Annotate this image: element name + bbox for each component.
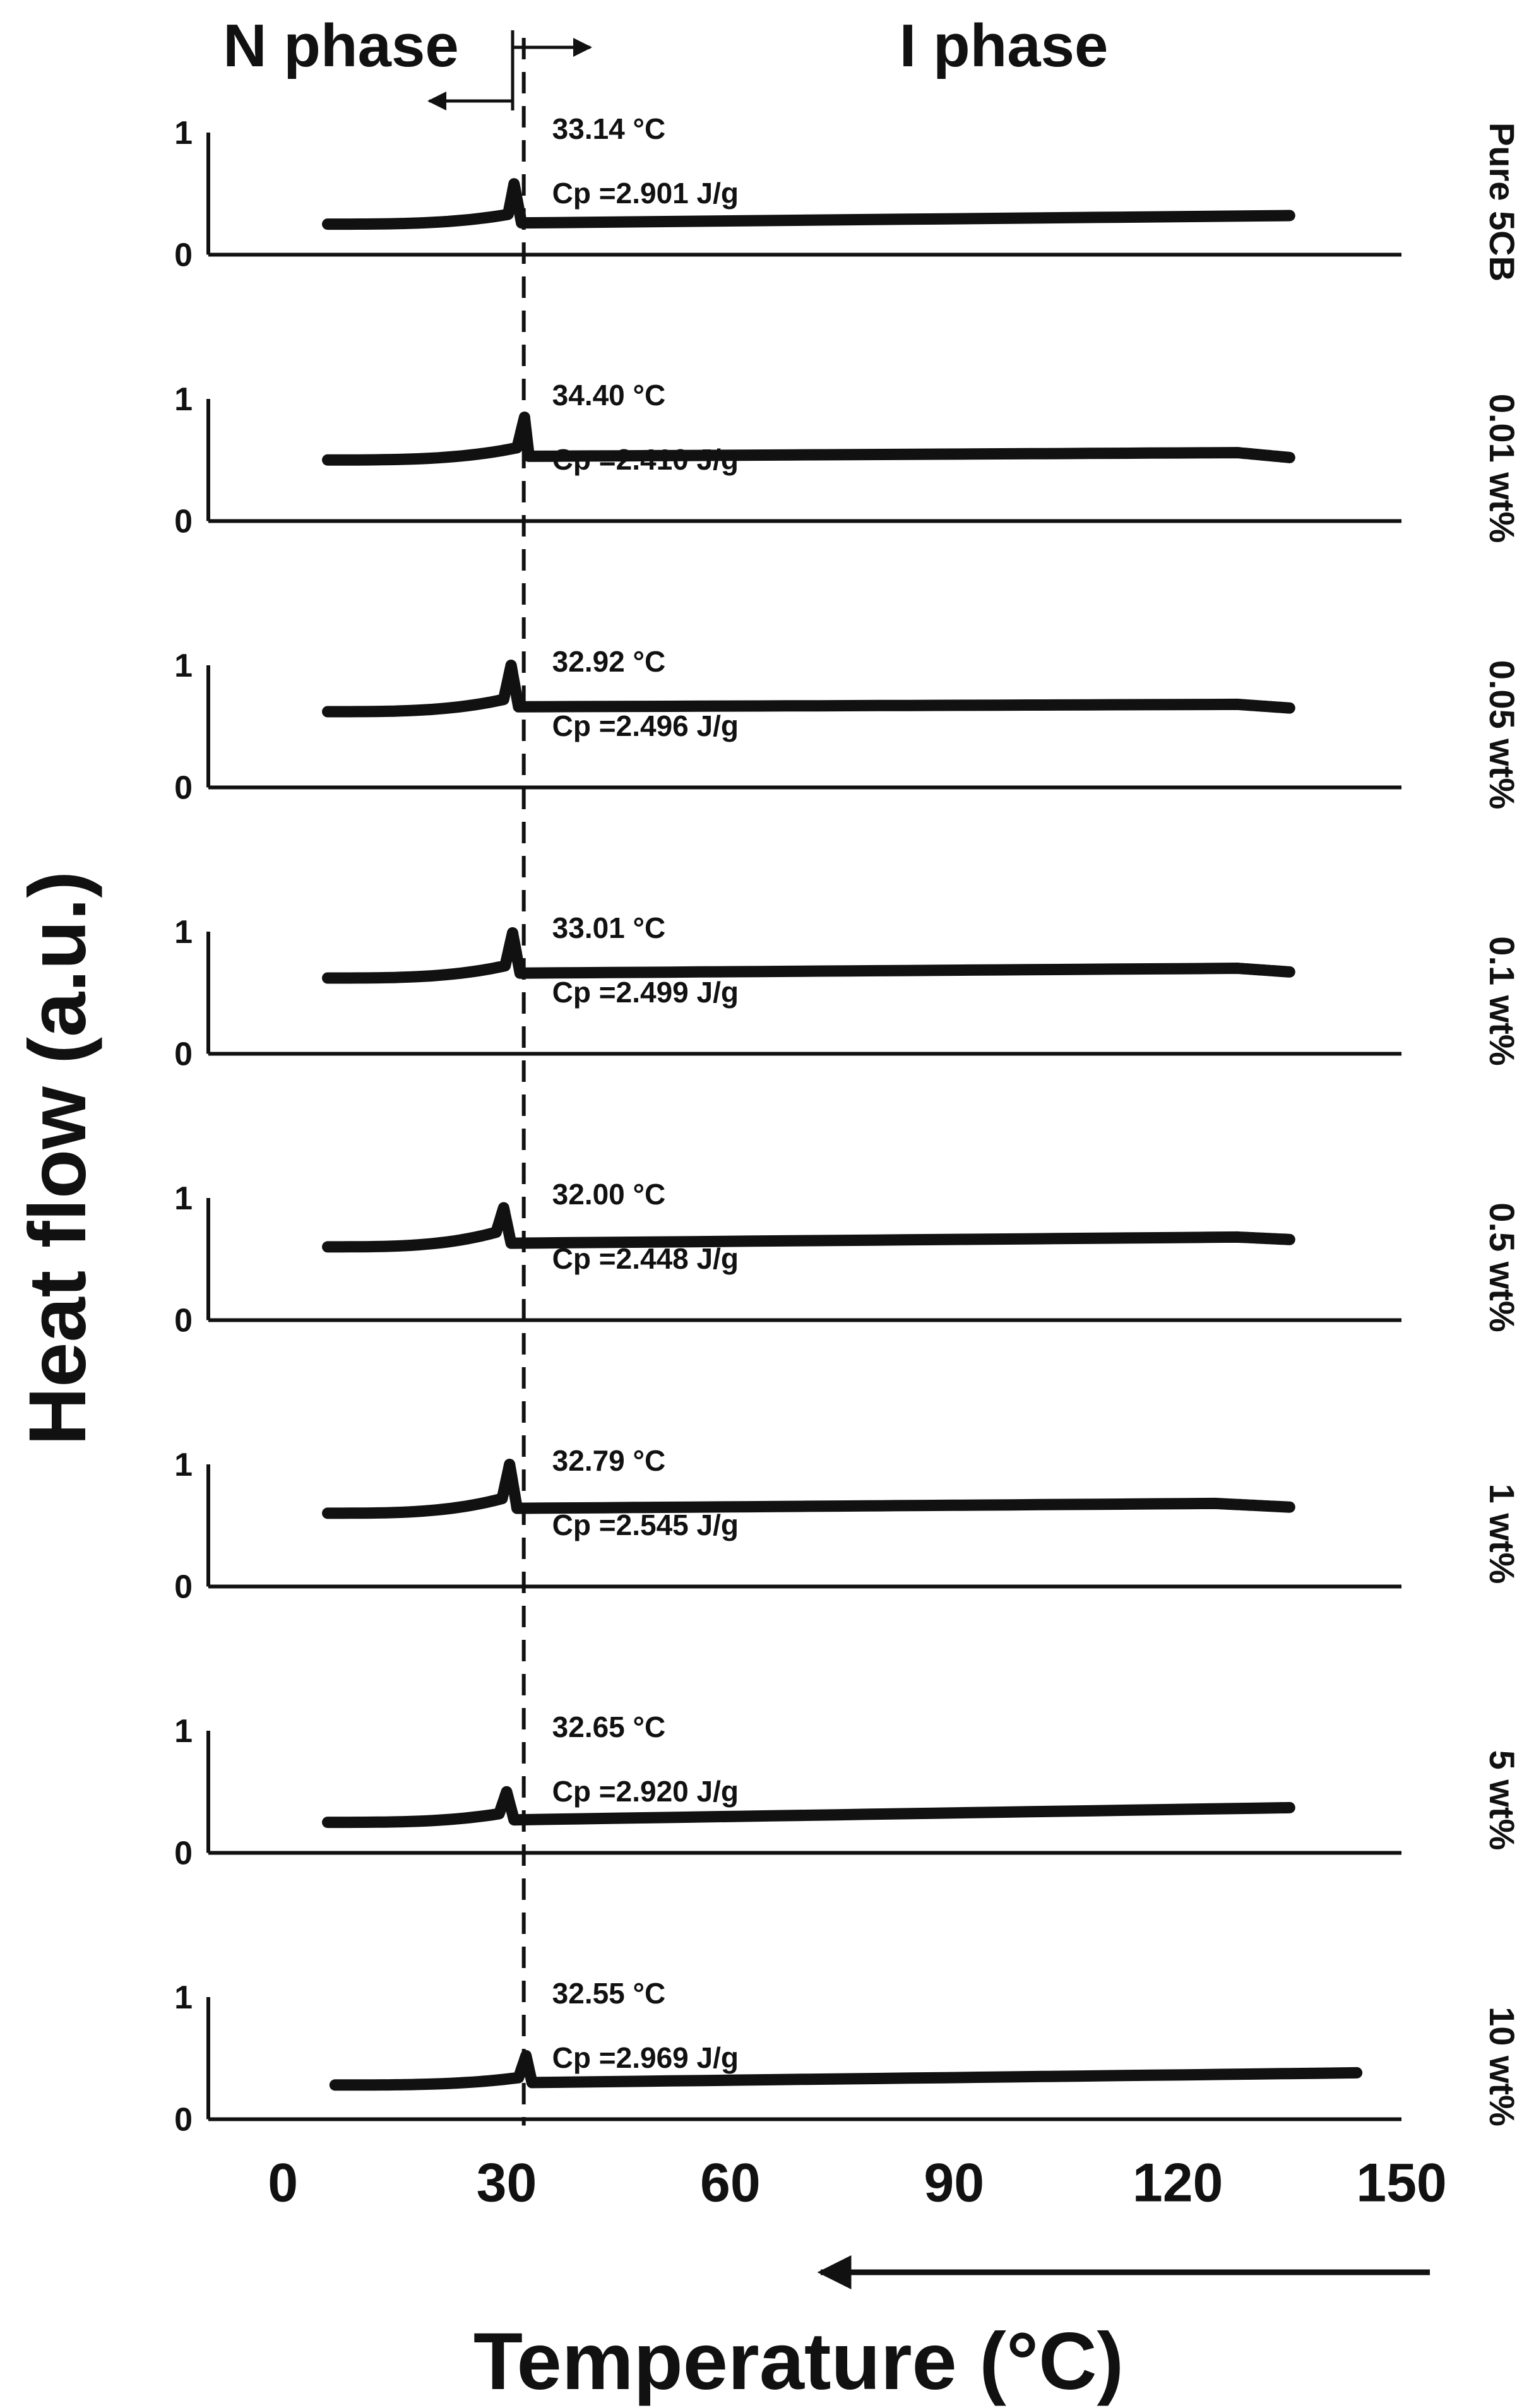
y-tick-label: 1 xyxy=(174,648,193,684)
panel: 0 1 32.65 °C Cp =2.920 J/g 5 wt% xyxy=(174,1711,1522,1871)
x-tick-label: 0 xyxy=(268,2152,298,2213)
sample-label: Pure 5CB xyxy=(1482,122,1522,282)
series-line xyxy=(322,1786,1295,1829)
y-tick-label: 0 xyxy=(174,769,193,806)
sample-label: 0.1 wt% xyxy=(1482,936,1522,1065)
cp-label: Cp =2.410 J/g xyxy=(552,443,739,476)
series-line xyxy=(322,1202,1295,1253)
transition-temperature-label: 33.14 °C xyxy=(552,112,666,145)
x-axis-title: Temperature (°C) xyxy=(473,2316,1124,2407)
y-tick-label: 1 xyxy=(174,115,193,151)
cp-label: Cp =2.499 J/g xyxy=(552,976,739,1009)
x-tick-labels: 0 30 60 90 120 150 xyxy=(268,2152,1447,2213)
y-tick-label: 0 xyxy=(174,1036,193,1072)
series-line xyxy=(322,660,1295,718)
sample-label: 0.01 wt% xyxy=(1482,394,1522,543)
y-tick-label: 1 xyxy=(174,1713,193,1750)
x-tick-label: 30 xyxy=(477,2152,537,2213)
transition-temperature-label: 32.79 °C xyxy=(552,1444,666,1477)
series-line xyxy=(322,412,1295,466)
y-axis-title: Heat flow (a.u.) xyxy=(13,871,103,1445)
y-tick-label: 0 xyxy=(174,237,193,273)
cp-label: Cp =2.969 J/g xyxy=(552,2041,739,2074)
sample-label: 1 wt% xyxy=(1482,1484,1522,1584)
x-tick-label: 120 xyxy=(1133,2152,1223,2213)
panel: 0 1 32.79 °C Cp =2.545 J/g 1 wt% xyxy=(174,1444,1522,1605)
x-tick-label: 60 xyxy=(700,2152,761,2213)
panel: 0 1 32.55 °C Cp =2.969 J/g 10 wt% xyxy=(174,1977,1522,2138)
transition-temperature-label: 32.65 °C xyxy=(552,1711,666,1743)
transition-temperature-label: 33.01 °C xyxy=(552,911,666,944)
sample-label: 0.5 wt% xyxy=(1482,1202,1522,1332)
y-tick-label: 1 xyxy=(174,1979,193,2016)
cp-label: Cp =2.496 J/g xyxy=(552,709,739,742)
series-line xyxy=(322,1459,1295,1519)
y-tick-label: 0 xyxy=(174,1569,193,1605)
transition-temperature-label: 32.00 °C xyxy=(552,1178,666,1211)
y-tick-label: 1 xyxy=(174,1180,193,1217)
panel: 0 1 32.00 °C Cp =2.448 J/g 0.5 wt% xyxy=(174,1178,1522,1339)
n-phase-label: N phase xyxy=(223,12,458,80)
panels-group: 0 1 33.14 °C Cp =2.901 J/g Pure 5CB 0 1 34.40 °… xyxy=(174,112,1522,2138)
y-tick-label: 0 xyxy=(174,1835,193,1871)
sample-label: 5 wt% xyxy=(1482,1750,1522,1851)
x-tick-label: 90 xyxy=(924,2152,984,2213)
sample-label: 10 wt% xyxy=(1482,2007,1522,2126)
cp-label: Cp =2.448 J/g xyxy=(552,1242,739,1275)
transition-temperature-label: 32.55 °C xyxy=(552,1977,666,2010)
panel: 0 1 32.92 °C Cp =2.496 J/g 0.05 wt% xyxy=(174,645,1522,809)
panel: 0 1 33.14 °C Cp =2.901 J/g Pure 5CB xyxy=(174,112,1522,282)
sample-label: 0.05 wt% xyxy=(1482,660,1522,810)
y-tick-label: 0 xyxy=(174,503,193,540)
i-phase-label: I phase xyxy=(900,12,1109,80)
cp-label: Cp =2.901 J/g xyxy=(552,177,739,210)
y-tick-label: 1 xyxy=(174,381,193,418)
series-line xyxy=(322,927,1295,984)
panel: 0 1 33.01 °C Cp =2.499 J/g 0.1 wt% xyxy=(174,911,1522,1072)
cp-label: Cp =2.545 J/g xyxy=(552,1509,739,1541)
y-tick-label: 1 xyxy=(174,1447,193,1483)
y-tick-label: 0 xyxy=(174,1302,193,1339)
x-tick-label: 150 xyxy=(1356,2152,1447,2213)
series-line xyxy=(322,178,1295,230)
transition-temperature-label: 34.40 °C xyxy=(552,379,666,412)
transition-temperature-label: 32.92 °C xyxy=(552,645,666,678)
cp-label: Cp =2.920 J/g xyxy=(552,1775,739,1808)
panel: 0 1 34.40 °C Cp =2.410 J/g 0.01 wt% xyxy=(174,379,1522,543)
y-tick-label: 1 xyxy=(174,914,193,951)
series-line xyxy=(329,2049,1363,2091)
y-tick-label: 0 xyxy=(174,2101,193,2138)
